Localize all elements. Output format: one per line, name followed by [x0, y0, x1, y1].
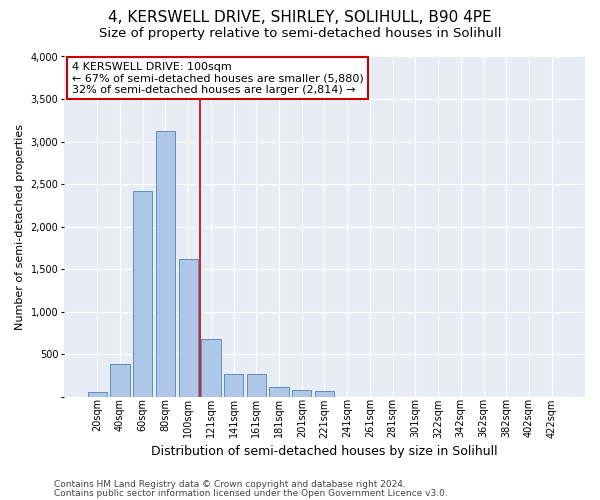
Bar [247, 374, 266, 397]
Bar [179, 259, 198, 397]
Bar [156, 130, 175, 397]
Bar [133, 191, 152, 397]
Bar [201, 339, 221, 397]
Bar [110, 364, 130, 397]
Text: Contains HM Land Registry data © Crown copyright and database right 2024.: Contains HM Land Registry data © Crown c… [54, 480, 406, 489]
Bar [269, 387, 289, 397]
Text: Contains public sector information licensed under the Open Government Licence v3: Contains public sector information licen… [54, 488, 448, 498]
Y-axis label: Number of semi-detached properties: Number of semi-detached properties [15, 124, 25, 330]
X-axis label: Distribution of semi-detached houses by size in Solihull: Distribution of semi-detached houses by … [151, 444, 498, 458]
Bar [224, 374, 243, 397]
Bar [315, 392, 334, 397]
Bar [88, 392, 107, 397]
Text: 4, KERSWELL DRIVE, SHIRLEY, SOLIHULL, B90 4PE: 4, KERSWELL DRIVE, SHIRLEY, SOLIHULL, B9… [108, 10, 492, 25]
Bar [292, 390, 311, 397]
Text: Size of property relative to semi-detached houses in Solihull: Size of property relative to semi-detach… [99, 28, 501, 40]
Text: 4 KERSWELL DRIVE: 100sqm
← 67% of semi-detached houses are smaller (5,880)
32% o: 4 KERSWELL DRIVE: 100sqm ← 67% of semi-d… [72, 62, 364, 95]
